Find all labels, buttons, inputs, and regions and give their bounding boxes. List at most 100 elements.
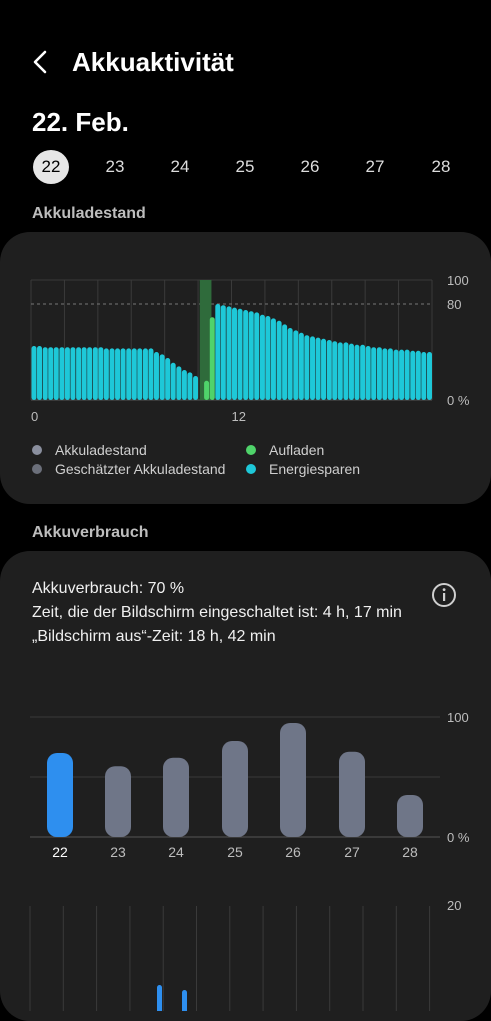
battery-level-card: 100 80 0 % 0 12 Akkuladestand Geschätzter Ak… [0,232,491,504]
battery-level-bar [148,348,154,400]
battery-level-bar [37,346,43,400]
battery-level-bar [393,349,399,400]
battery-level-bar [326,340,332,400]
usage-bar-day-28 [397,795,423,837]
x-tick-label: 12 [232,409,246,424]
x-tick-label-22: 22 [52,844,68,860]
x-tick-label-27: 27 [344,844,360,860]
usage-bar-day-23 [105,766,131,837]
battery-level-bar [170,362,176,400]
battery-level-bar [415,350,421,400]
battery-level-bar [387,348,393,400]
battery-level-bar [48,347,54,400]
legend-dot-estimated-level [32,464,42,474]
day-27[interactable]: 27 [365,157,385,176]
x-tick-label: 0 [31,409,38,424]
battery-level-bar [287,328,293,400]
battery-level-section-title: Akkuladestand [32,205,146,222]
battery-level-bar [399,349,405,400]
battery-level-bar [98,347,104,400]
battery-level-bar [232,307,237,400]
battery-level-bar [92,347,98,400]
battery-level-bar [165,358,171,400]
legend-label-battery-level: Akkuladestand [55,442,147,458]
battery-level-bar [348,343,354,400]
battery-level-bar [81,347,87,400]
battery-level-bar [31,346,37,400]
hourly-usage-bar [157,985,162,1011]
day-28[interactable]: 28 [431,157,451,176]
battery-level-bar [315,337,321,400]
day-23[interactable]: 23 [105,157,125,176]
x-tick-label-23: 23 [110,844,126,860]
battery-level-bar [193,376,199,400]
battery-level-bar [337,342,343,400]
legend-label-estimated-level: Geschätzter Akkuladestand [55,461,226,477]
battery-level-bar [237,308,243,400]
battery-level-bar [243,310,249,400]
day-22[interactable]: 22 [33,150,69,184]
battery-level-bar [365,346,371,400]
battery-level-bar [109,348,115,400]
battery-level-bar [343,342,349,400]
charging-window-highlight [199,280,212,400]
y-tick-label-0: 0 % [447,830,470,845]
battery-level-bar [120,348,126,400]
y-tick-label: 100 [447,273,469,288]
hourly-usage-bar [182,990,187,1011]
battery-level-bar [137,348,143,400]
battery-level-bar [332,341,338,400]
day-25[interactable]: 25 [235,157,255,176]
battery-level-bar [126,348,132,400]
battery-level-bar [265,316,271,400]
y-tick-label-20: 20 [447,898,461,913]
battery-usage-chart: 22 23 24 25 26 27 28 100 0 % 20 [29,710,470,1011]
battery-level-bar [159,354,165,400]
y-tick-label: 0 % [447,393,470,408]
legend-dot-charging [246,445,256,455]
x-tick-label-28: 28 [402,844,418,860]
battery-level-bar [254,312,260,400]
battery-level-bar [187,372,193,400]
screen-on-time-text: Zeit, die der Bildschirm eingeschaltet i… [32,604,402,621]
battery-level-bar [103,348,109,400]
battery-level-bar [404,349,410,400]
battery-level-bar [382,348,388,400]
battery-level-bar [371,347,377,400]
usage-bar-day-26 [280,723,306,837]
day-24[interactable]: 24 [170,157,190,176]
battery-level-bar [259,314,265,400]
battery-level-bar [153,352,159,400]
battery-level-bar [64,347,70,400]
chevron-left-icon [33,50,47,74]
battery-level-bar [293,330,299,400]
info-icon [432,583,456,607]
battery-usage-card: Akkuverbrauch: 70 % Zeit, die der Bildsc… [0,551,491,1021]
battery-level-bar [59,347,65,400]
battery-level-bar [70,347,76,400]
day-26[interactable]: 26 [300,157,320,176]
x-tick-label-25: 25 [227,844,243,860]
battery-level-bar [410,350,416,400]
x-tick-label-26: 26 [285,844,301,860]
battery-level-bar [270,318,276,400]
battery-level-chart: 100 80 0 % 0 12 [30,273,470,424]
usage-bar-day-25 [222,741,248,837]
legend-label-charging: Aufladen [269,442,325,458]
battery-usage-section-title: Akkuverbrauch [32,524,149,541]
battery-level-bar [248,311,254,400]
usage-bar-day-24 [163,757,189,837]
battery-level-bar [360,344,366,400]
battery-level-bar [209,317,215,400]
battery-level-bar [226,306,232,400]
info-button[interactable] [430,581,458,609]
legend-dot-power-saving [246,464,256,474]
usage-bar-day-27 [339,751,365,837]
battery-level-bar [131,348,137,400]
battery-level-bar [215,304,221,400]
battery-level-bar [376,347,382,400]
battery-level-bar [142,348,148,400]
legend-label-power-saving: Energiesparen [269,461,361,477]
back-button[interactable] [24,44,60,80]
page-title: Akkuaktivität [72,47,234,77]
